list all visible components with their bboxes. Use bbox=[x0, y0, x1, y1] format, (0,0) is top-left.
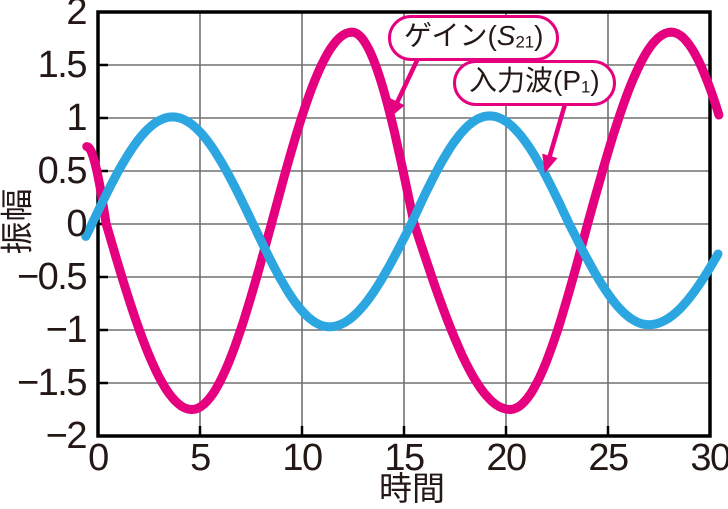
y-tick-label: 1 bbox=[66, 97, 87, 139]
x-tick-label: 10 bbox=[282, 437, 323, 479]
x-tick-label: 30 bbox=[690, 437, 728, 479]
x-tick-label: 20 bbox=[486, 437, 527, 479]
x-axis-title: 時間 bbox=[379, 470, 445, 507]
y-tick-label: −1.5 bbox=[16, 362, 88, 404]
legend-input-label: 入力波(P1) bbox=[469, 65, 600, 97]
y-tick-label: −0.5 bbox=[16, 256, 88, 298]
y-tick-label: 0 bbox=[66, 203, 87, 245]
y-tick-label: 1.5 bbox=[37, 44, 88, 86]
plot-frame bbox=[96, 10, 712, 438]
x-tick-label: 0 bbox=[88, 437, 109, 479]
y-tick-label: 0.5 bbox=[37, 150, 88, 192]
gain-curve bbox=[82, 27, 724, 414]
y-tick-label: 2 bbox=[66, 0, 87, 33]
legend-gain-label: ゲイン(S21) bbox=[404, 20, 544, 52]
y-tick-label: −1 bbox=[45, 309, 88, 351]
x-tick-label: 5 bbox=[190, 437, 211, 479]
input-arrowhead bbox=[542, 153, 558, 174]
x-tick-label: 25 bbox=[588, 437, 629, 479]
gain-arrowhead bbox=[389, 98, 405, 118]
legend-input-callout: 入力波(P1) bbox=[453, 60, 616, 106]
x-tick-label: 15 bbox=[384, 437, 425, 479]
legend-gain-callout: ゲイン(S21) bbox=[388, 15, 560, 61]
y-axis-title: 振幅 bbox=[0, 188, 36, 255]
input-curve bbox=[81, 111, 723, 332]
input-arrow-stem bbox=[546, 96, 570, 161]
y-tick-label: −2 bbox=[45, 415, 88, 457]
